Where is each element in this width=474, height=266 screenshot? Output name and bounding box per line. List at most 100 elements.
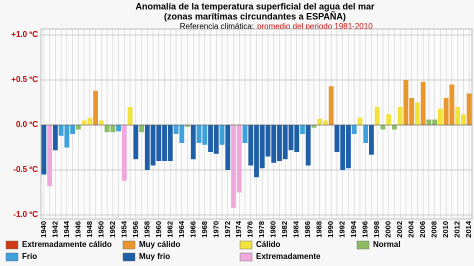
bar xyxy=(294,125,300,152)
x-tick-label: 2014 xyxy=(464,220,473,238)
bar xyxy=(340,125,346,170)
reference-value: promedio del periodo 1981-2010 xyxy=(257,22,373,31)
bar xyxy=(392,125,397,130)
bar xyxy=(156,125,162,161)
legend-label: Normal xyxy=(373,240,401,249)
bar xyxy=(334,125,340,152)
chart-subtitle: (zonas marítimas circundantes a ESPAÑA) xyxy=(164,11,346,21)
bar xyxy=(414,102,420,125)
bar xyxy=(162,125,167,161)
x-tick-label: 1962 xyxy=(165,221,174,238)
bar xyxy=(133,125,139,160)
bar xyxy=(87,117,93,125)
x-tick-label: 1986 xyxy=(303,221,312,238)
bar xyxy=(185,125,190,127)
bar xyxy=(93,90,99,125)
bar xyxy=(397,107,403,125)
bar xyxy=(265,125,271,157)
x-tick-label: 1996 xyxy=(361,221,370,238)
x-tick-label: 2004 xyxy=(407,220,416,238)
x-tick-label: 2002 xyxy=(395,221,404,238)
x-tick-label: 1970 xyxy=(211,221,220,238)
x-tick-label: 1950 xyxy=(96,221,105,238)
bar xyxy=(81,120,87,125)
x-tick-label: 1960 xyxy=(154,221,163,238)
legend-swatch xyxy=(356,240,370,250)
bar xyxy=(409,98,415,125)
bar xyxy=(248,125,254,166)
bar xyxy=(52,125,58,151)
x-tick-label: 1998 xyxy=(372,221,381,238)
bar xyxy=(328,86,334,125)
bar xyxy=(351,125,357,134)
bar xyxy=(139,125,144,133)
bar xyxy=(254,125,259,178)
bar xyxy=(437,108,443,125)
bar xyxy=(196,125,202,143)
bar xyxy=(110,125,116,133)
bar xyxy=(311,125,317,128)
bar xyxy=(179,125,185,143)
x-tick-label: 1940 xyxy=(39,221,48,238)
bar xyxy=(70,125,76,134)
bar xyxy=(225,125,231,170)
x-tick-label: 1980 xyxy=(269,221,278,238)
bar xyxy=(449,84,455,125)
bar xyxy=(190,125,196,160)
x-tick-label: 1994 xyxy=(349,220,358,238)
x-tick-label: 2008 xyxy=(430,221,439,238)
bar xyxy=(420,81,426,125)
x-tick-label: 1976 xyxy=(246,221,255,238)
bar xyxy=(363,125,369,143)
x-tick-label: 1942 xyxy=(50,221,59,238)
bar xyxy=(167,125,173,161)
x-tick-label: 2000 xyxy=(384,221,393,238)
bar xyxy=(282,125,288,160)
x-tick-label: 1956 xyxy=(131,221,140,238)
legend-swatch xyxy=(5,240,19,250)
bar xyxy=(116,125,121,132)
bar xyxy=(219,125,225,145)
bar xyxy=(75,125,81,130)
legend-label: Extremadamente xyxy=(256,252,321,261)
bar xyxy=(127,107,133,125)
legend-label: Frío xyxy=(22,252,37,261)
bar xyxy=(41,125,47,175)
x-tick-label: 1948 xyxy=(85,221,94,238)
bar xyxy=(64,125,70,148)
bar xyxy=(305,125,311,166)
x-tick-label: 2010 xyxy=(441,221,450,238)
bar xyxy=(98,120,104,125)
x-tick-label: 1988 xyxy=(315,221,324,238)
bar xyxy=(380,125,386,130)
legend-label: Extremadamente cálido xyxy=(22,240,112,249)
legend-swatch xyxy=(122,240,136,250)
bar xyxy=(374,107,380,125)
legend-swatch xyxy=(239,252,253,262)
y-tick-label: +1.0 ºC xyxy=(11,30,38,39)
bar xyxy=(144,125,150,170)
bar xyxy=(173,125,179,134)
x-tick-label: 1958 xyxy=(142,221,151,238)
y-tick-label: 0.0 ºC xyxy=(16,120,38,129)
y-tick-label: +0.5 ºC xyxy=(11,75,38,84)
bar xyxy=(288,125,294,151)
bar xyxy=(242,125,248,143)
x-tick-label: 1952 xyxy=(108,221,117,238)
bar xyxy=(271,125,277,163)
bar xyxy=(208,125,213,152)
x-tick-label: 1954 xyxy=(119,220,128,238)
x-tick-label: 1982 xyxy=(280,221,289,238)
bar xyxy=(58,125,64,136)
x-tick-label: 1984 xyxy=(292,220,301,238)
bar xyxy=(150,125,156,166)
bar xyxy=(277,125,282,161)
legend-swatch xyxy=(5,252,19,262)
x-tick-label: 1964 xyxy=(177,220,186,238)
bar xyxy=(403,80,409,125)
bar xyxy=(259,125,265,169)
bar xyxy=(104,125,110,133)
bar xyxy=(346,125,351,169)
bar xyxy=(460,114,466,125)
